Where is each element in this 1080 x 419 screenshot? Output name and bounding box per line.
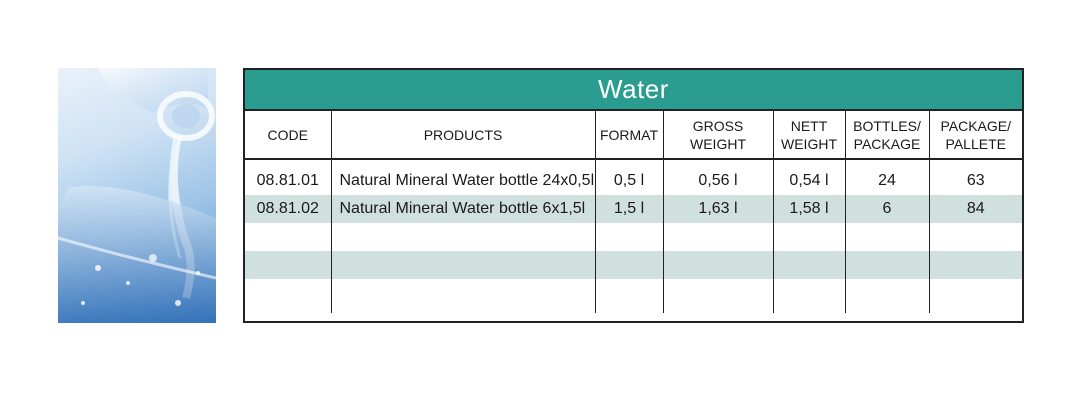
product-table: CODE PRODUCTS FORMAT GROSS WEIGHT NETT W… [245, 111, 1022, 313]
cell-product: Natural Mineral Water bottle 6x1,5l [331, 195, 596, 223]
water-bottle-photo [58, 68, 216, 323]
header-packages-per-pallete: PACKAGE/ PALLETE [929, 111, 1022, 160]
cell-product: Natural Mineral Water bottle 24x0,5l [331, 167, 596, 195]
table-header-row: CODE PRODUCTS FORMAT GROSS WEIGHT NETT W… [245, 111, 1022, 160]
cell-nett-weight: 0,54 l [773, 167, 846, 195]
table-row-empty [245, 279, 1022, 313]
header-bottles-per-package: BOTTLES/ PACKAGE [845, 111, 930, 160]
cell-format: 1,5 l [595, 195, 664, 223]
cell-gross-weight: 1,63 l [663, 195, 774, 223]
cell-packages-per-pallete: 63 [966, 172, 985, 189]
header-nett-weight: NETT WEIGHT [773, 111, 846, 160]
cell-bottles-per-package: 6 [845, 195, 930, 223]
cell-nett-weight: 1,58 l [773, 195, 846, 223]
cell-gross-weight: 0,56 l [663, 167, 774, 195]
table-row: 08.81.02 Natural Mineral Water bottle 6x… [245, 195, 1022, 223]
table-row-empty [245, 251, 1022, 279]
header-code: CODE [245, 111, 332, 160]
table-title: Water [245, 70, 1022, 111]
cell-code: 08.81.01 [245, 167, 332, 195]
cell-code: 08.81.02 [245, 195, 332, 223]
header-gross-weight: GROSS WEIGHT [663, 111, 774, 160]
table-row: 08.81.01 Natural Mineral Water bottle 24… [245, 167, 1022, 195]
header-products: PRODUCTS [331, 111, 596, 160]
cell-bottles-per-package: 24 [845, 167, 930, 195]
cell-packages-per-pallete: 84 [929, 195, 1022, 223]
header-format: FORMAT [595, 111, 664, 160]
table-row-empty [245, 223, 1022, 251]
table-spacer-row [245, 159, 1022, 167]
cell-format: 0,5 l [595, 167, 664, 195]
product-table-panel: Water CODE PRODUCTS FORMAT [243, 68, 1024, 323]
